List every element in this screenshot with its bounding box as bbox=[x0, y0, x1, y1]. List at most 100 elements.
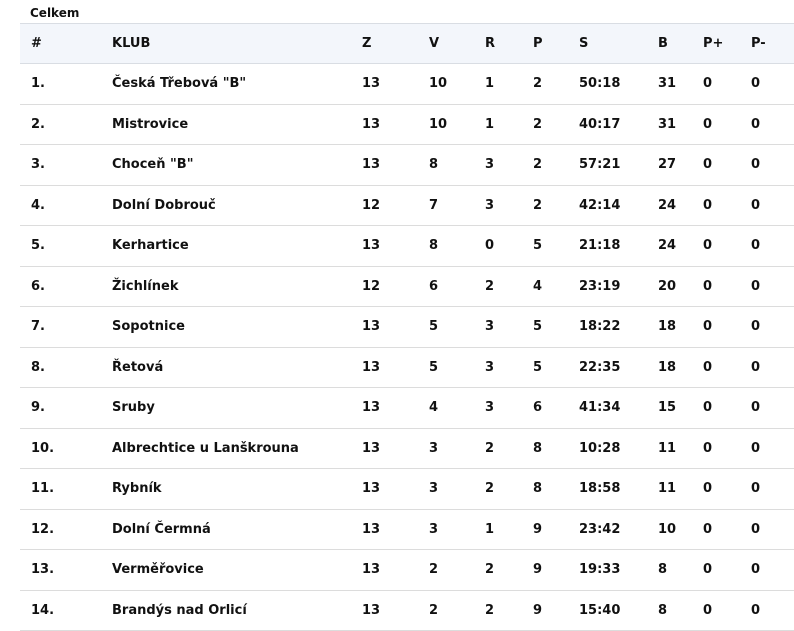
cell-plus: 0 bbox=[703, 225, 751, 267]
cell-plus: 0 bbox=[703, 347, 751, 388]
cell-points: 15 bbox=[658, 387, 703, 429]
cell-plus: 0 bbox=[703, 549, 751, 591]
cell-losses: 2 bbox=[533, 63, 579, 105]
cell-minus: 0 bbox=[751, 428, 794, 469]
cell-score: 15:40 bbox=[579, 590, 658, 631]
cell-draws: 2 bbox=[485, 549, 533, 591]
cell-draws: 3 bbox=[485, 387, 533, 429]
col-header-minus: P- bbox=[751, 23, 794, 64]
table-row: 4. Dolní Dobrouč 12 7 3 2 42:14 24 0 0 bbox=[20, 185, 794, 226]
table-row: 2. Mistrovice 13 10 1 2 40:17 31 0 0 bbox=[20, 104, 794, 145]
cell-position: 14. bbox=[20, 590, 112, 631]
cell-points: 24 bbox=[658, 225, 703, 267]
col-header-club: KLUB bbox=[112, 23, 362, 64]
cell-losses: 2 bbox=[533, 104, 579, 145]
cell-position: 12. bbox=[20, 509, 112, 550]
cell-wins: 3 bbox=[429, 509, 485, 550]
cell-position: 3. bbox=[20, 144, 112, 186]
cell-minus: 0 bbox=[751, 387, 794, 429]
cell-plus: 0 bbox=[703, 387, 751, 429]
cell-club: Verměřovice bbox=[112, 549, 362, 591]
cell-points: 20 bbox=[658, 266, 703, 307]
cell-club: Žichlínek bbox=[112, 266, 362, 307]
cell-plus: 0 bbox=[703, 428, 751, 469]
cell-losses: 5 bbox=[533, 225, 579, 267]
cell-plus: 0 bbox=[703, 266, 751, 307]
table-row: 5. Kerhartice 13 8 0 5 21:18 24 0 0 bbox=[20, 225, 794, 267]
cell-losses: 2 bbox=[533, 185, 579, 226]
cell-position: 7. bbox=[20, 306, 112, 348]
col-header-draws: R bbox=[485, 23, 533, 64]
table-row: 10. Albrechtice u Lanškrouna 13 3 2 8 10:28 11 0… bbox=[20, 428, 794, 469]
cell-wins: 3 bbox=[429, 468, 485, 510]
cell-club: Choceň "B" bbox=[112, 144, 362, 186]
cell-plus: 0 bbox=[703, 306, 751, 348]
cell-position: 1. bbox=[20, 63, 112, 105]
cell-played: 13 bbox=[362, 63, 429, 105]
cell-minus: 0 bbox=[751, 549, 794, 591]
cell-points: 18 bbox=[658, 306, 703, 348]
table-row: 9. Sruby 13 4 3 6 41:34 15 0 0 bbox=[20, 387, 794, 429]
cell-plus: 0 bbox=[703, 468, 751, 510]
table-row: 7. Sopotnice 13 5 3 5 18:22 18 0 0 bbox=[20, 306, 794, 348]
cell-draws: 1 bbox=[485, 63, 533, 105]
cell-draws: 2 bbox=[485, 266, 533, 307]
cell-wins: 10 bbox=[429, 63, 485, 105]
col-header-wins: V bbox=[429, 23, 485, 64]
cell-draws: 2 bbox=[485, 590, 533, 631]
cell-minus: 0 bbox=[751, 63, 794, 105]
col-header-plus: P+ bbox=[703, 23, 751, 64]
cell-minus: 0 bbox=[751, 225, 794, 267]
cell-position: 5. bbox=[20, 225, 112, 267]
cell-score: 41:34 bbox=[579, 387, 658, 429]
cell-minus: 0 bbox=[751, 185, 794, 226]
cell-club: Brandýs nad Orlicí bbox=[112, 590, 362, 631]
cell-losses: 5 bbox=[533, 306, 579, 348]
cell-wins: 7 bbox=[429, 185, 485, 226]
cell-draws: 1 bbox=[485, 509, 533, 550]
cell-score: 50:18 bbox=[579, 63, 658, 105]
cell-score: 21:18 bbox=[579, 225, 658, 267]
cell-draws: 2 bbox=[485, 468, 533, 510]
cell-draws: 3 bbox=[485, 144, 533, 186]
cell-club: Rybník bbox=[112, 468, 362, 510]
cell-losses: 9 bbox=[533, 549, 579, 591]
cell-club: Dolní Dobrouč bbox=[112, 185, 362, 226]
cell-played: 13 bbox=[362, 225, 429, 267]
cell-draws: 3 bbox=[485, 347, 533, 388]
cell-draws: 1 bbox=[485, 104, 533, 145]
cell-played: 13 bbox=[362, 590, 429, 631]
cell-wins: 5 bbox=[429, 306, 485, 348]
cell-plus: 0 bbox=[703, 104, 751, 145]
cell-position: 9. bbox=[20, 387, 112, 429]
col-header-score: S bbox=[579, 23, 658, 64]
cell-played: 13 bbox=[362, 468, 429, 510]
cell-club: Albrechtice u Lanškrouna bbox=[112, 428, 362, 469]
cell-played: 13 bbox=[362, 387, 429, 429]
cell-score: 18:58 bbox=[579, 468, 658, 510]
table-row: 8. Řetová 13 5 3 5 22:35 18 0 0 bbox=[20, 347, 794, 388]
cell-played: 13 bbox=[362, 104, 429, 145]
table-body: 1. Česká Třebová "B" 13 10 1 2 50:18 31 0 0 2. Mist… bbox=[20, 63, 794, 631]
cell-minus: 0 bbox=[751, 144, 794, 186]
cell-minus: 0 bbox=[751, 266, 794, 307]
cell-played: 12 bbox=[362, 266, 429, 307]
cell-wins: 6 bbox=[429, 266, 485, 307]
cell-played: 12 bbox=[362, 185, 429, 226]
table-row: 1. Česká Třebová "B" 13 10 1 2 50:18 31 0 0 bbox=[20, 63, 794, 105]
cell-plus: 0 bbox=[703, 144, 751, 186]
cell-played: 13 bbox=[362, 144, 429, 186]
cell-position: 11. bbox=[20, 468, 112, 510]
cell-position: 13. bbox=[20, 549, 112, 591]
cell-club: Dolní Čermná bbox=[112, 509, 362, 550]
cell-losses: 9 bbox=[533, 590, 579, 631]
cell-draws: 0 bbox=[485, 225, 533, 267]
cell-minus: 0 bbox=[751, 590, 794, 631]
table-header: # KLUB Z V R P S B P+ P- bbox=[20, 23, 794, 64]
cell-position: 8. bbox=[20, 347, 112, 388]
cell-losses: 2 bbox=[533, 144, 579, 186]
cell-club: Sruby bbox=[112, 387, 362, 429]
cell-score: 22:35 bbox=[579, 347, 658, 388]
cell-losses: 8 bbox=[533, 428, 579, 469]
cell-played: 13 bbox=[362, 347, 429, 388]
